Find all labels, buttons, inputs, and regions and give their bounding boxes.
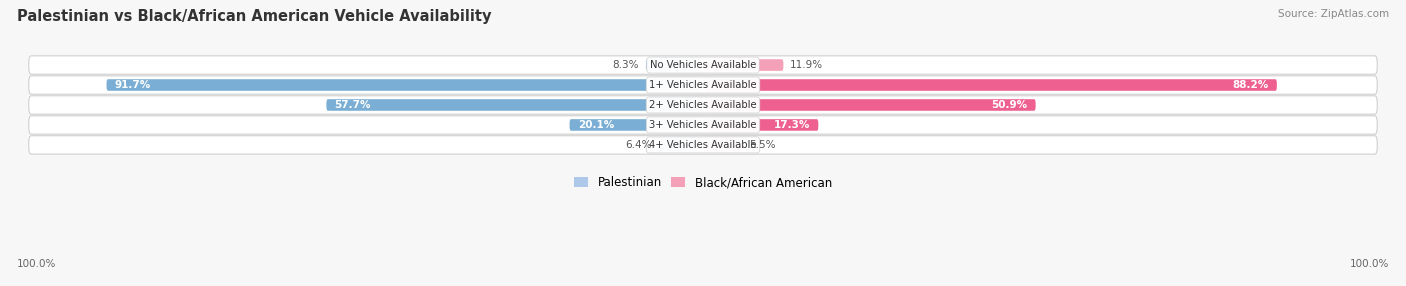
FancyBboxPatch shape <box>569 119 700 131</box>
Text: 100.0%: 100.0% <box>17 259 56 269</box>
Text: 88.2%: 88.2% <box>1232 80 1268 90</box>
FancyBboxPatch shape <box>326 99 700 111</box>
Text: Palestinian vs Black/African American Vehicle Availability: Palestinian vs Black/African American Ve… <box>17 9 491 23</box>
Text: 100.0%: 100.0% <box>1350 259 1389 269</box>
Text: 20.1%: 20.1% <box>578 120 614 130</box>
Text: 6.4%: 6.4% <box>624 140 651 150</box>
Text: Source: ZipAtlas.com: Source: ZipAtlas.com <box>1278 9 1389 19</box>
FancyBboxPatch shape <box>706 139 742 151</box>
Text: No Vehicles Available: No Vehicles Available <box>650 60 756 70</box>
Legend: Palestinian, Black/African American: Palestinian, Black/African American <box>569 172 837 194</box>
Text: 91.7%: 91.7% <box>115 80 150 90</box>
Text: 4+ Vehicles Available: 4+ Vehicles Available <box>650 140 756 150</box>
FancyBboxPatch shape <box>28 136 1378 154</box>
Text: 57.7%: 57.7% <box>335 100 371 110</box>
Text: 50.9%: 50.9% <box>991 100 1028 110</box>
Text: 2+ Vehicles Available: 2+ Vehicles Available <box>650 100 756 110</box>
Text: 8.3%: 8.3% <box>613 60 638 70</box>
FancyBboxPatch shape <box>706 119 818 131</box>
Text: 1+ Vehicles Available: 1+ Vehicles Available <box>650 80 756 90</box>
FancyBboxPatch shape <box>107 79 700 91</box>
Text: 3+ Vehicles Available: 3+ Vehicles Available <box>650 120 756 130</box>
FancyBboxPatch shape <box>645 59 700 71</box>
FancyBboxPatch shape <box>28 76 1378 94</box>
FancyBboxPatch shape <box>28 56 1378 74</box>
FancyBboxPatch shape <box>706 99 1036 111</box>
FancyBboxPatch shape <box>28 116 1378 134</box>
FancyBboxPatch shape <box>706 79 1277 91</box>
Text: 11.9%: 11.9% <box>790 60 824 70</box>
FancyBboxPatch shape <box>658 139 700 151</box>
FancyBboxPatch shape <box>706 59 783 71</box>
Text: 5.5%: 5.5% <box>749 140 775 150</box>
FancyBboxPatch shape <box>28 96 1378 114</box>
Text: 17.3%: 17.3% <box>773 120 810 130</box>
